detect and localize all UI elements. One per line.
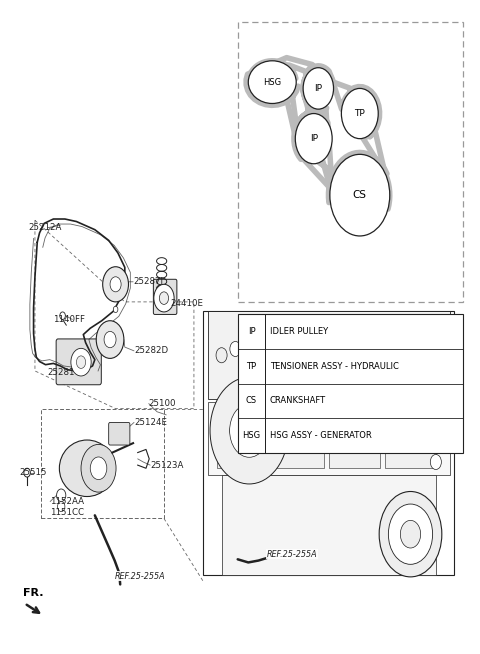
Circle shape [348, 348, 359, 363]
Text: IDLER PULLEY: IDLER PULLEY [270, 327, 328, 336]
Bar [41, 409, 164, 519]
Text: 24410E: 24410E [170, 299, 203, 307]
Bar [384, 409, 436, 468]
Circle shape [110, 277, 121, 292]
Circle shape [429, 421, 443, 440]
Circle shape [210, 377, 288, 484]
Circle shape [260, 348, 271, 363]
Text: REF.25-255A: REF.25-255A [267, 550, 317, 559]
Circle shape [57, 489, 66, 502]
Bar [273, 409, 324, 468]
Text: 25124E: 25124E [134, 418, 167, 427]
Text: 1151CC: 1151CC [50, 508, 84, 517]
Bar [238, 315, 464, 453]
Text: HSG: HSG [242, 431, 261, 439]
Text: CRANKSHAFT: CRANKSHAFT [270, 396, 326, 405]
Bar [329, 409, 380, 468]
FancyBboxPatch shape [154, 279, 177, 315]
Text: HSG ASSY - GENERATOR: HSG ASSY - GENERATOR [270, 431, 372, 439]
Circle shape [104, 332, 116, 348]
Ellipse shape [60, 440, 115, 496]
Bar [238, 22, 464, 302]
Text: 25100: 25100 [149, 399, 176, 408]
Bar [208, 402, 450, 475]
Circle shape [113, 306, 118, 313]
Circle shape [388, 504, 432, 564]
Text: HSG: HSG [263, 78, 281, 86]
Ellipse shape [330, 154, 390, 236]
Text: TENSIONER ASSY - HYDRAULIC: TENSIONER ASSY - HYDRAULIC [270, 362, 399, 371]
FancyBboxPatch shape [203, 311, 454, 575]
Ellipse shape [303, 68, 334, 109]
Text: 25281: 25281 [48, 368, 75, 377]
Text: 1152AA: 1152AA [50, 497, 84, 506]
Circle shape [435, 348, 446, 363]
Bar [217, 409, 268, 468]
Text: 25282D: 25282D [134, 347, 168, 355]
Circle shape [60, 312, 65, 319]
Circle shape [379, 492, 442, 577]
Circle shape [159, 292, 168, 304]
Text: TP: TP [354, 109, 365, 118]
FancyBboxPatch shape [56, 339, 101, 385]
Text: FR.: FR. [24, 587, 44, 598]
Circle shape [71, 349, 91, 376]
Circle shape [58, 502, 65, 511]
Circle shape [230, 423, 241, 438]
Circle shape [290, 423, 301, 438]
Circle shape [303, 348, 315, 363]
Circle shape [400, 521, 420, 548]
Bar [208, 311, 450, 399]
Circle shape [81, 445, 116, 492]
Text: IP: IP [248, 327, 255, 336]
Ellipse shape [341, 88, 378, 139]
Text: REF.25-255A: REF.25-255A [115, 572, 165, 581]
Circle shape [391, 348, 402, 363]
FancyBboxPatch shape [108, 422, 130, 445]
Circle shape [24, 468, 30, 477]
Ellipse shape [295, 114, 332, 164]
Circle shape [103, 267, 129, 302]
Circle shape [96, 320, 124, 358]
Text: 25515: 25515 [20, 468, 47, 477]
Text: IP: IP [310, 134, 318, 143]
Bar [222, 475, 436, 575]
Text: 1140FF: 1140FF [53, 315, 85, 324]
Text: 25212A: 25212A [28, 223, 61, 232]
Circle shape [90, 457, 107, 479]
Circle shape [430, 455, 442, 470]
Text: 25123A: 25123A [150, 460, 183, 470]
Circle shape [230, 341, 241, 356]
Text: CS: CS [246, 396, 257, 405]
Circle shape [216, 348, 227, 363]
Circle shape [154, 284, 174, 312]
Circle shape [229, 404, 269, 457]
Text: 25287I: 25287I [133, 277, 163, 286]
Ellipse shape [248, 61, 296, 103]
Text: TP: TP [246, 362, 257, 371]
Circle shape [76, 356, 85, 368]
Text: CS: CS [353, 190, 367, 200]
Text: IP: IP [314, 84, 323, 93]
